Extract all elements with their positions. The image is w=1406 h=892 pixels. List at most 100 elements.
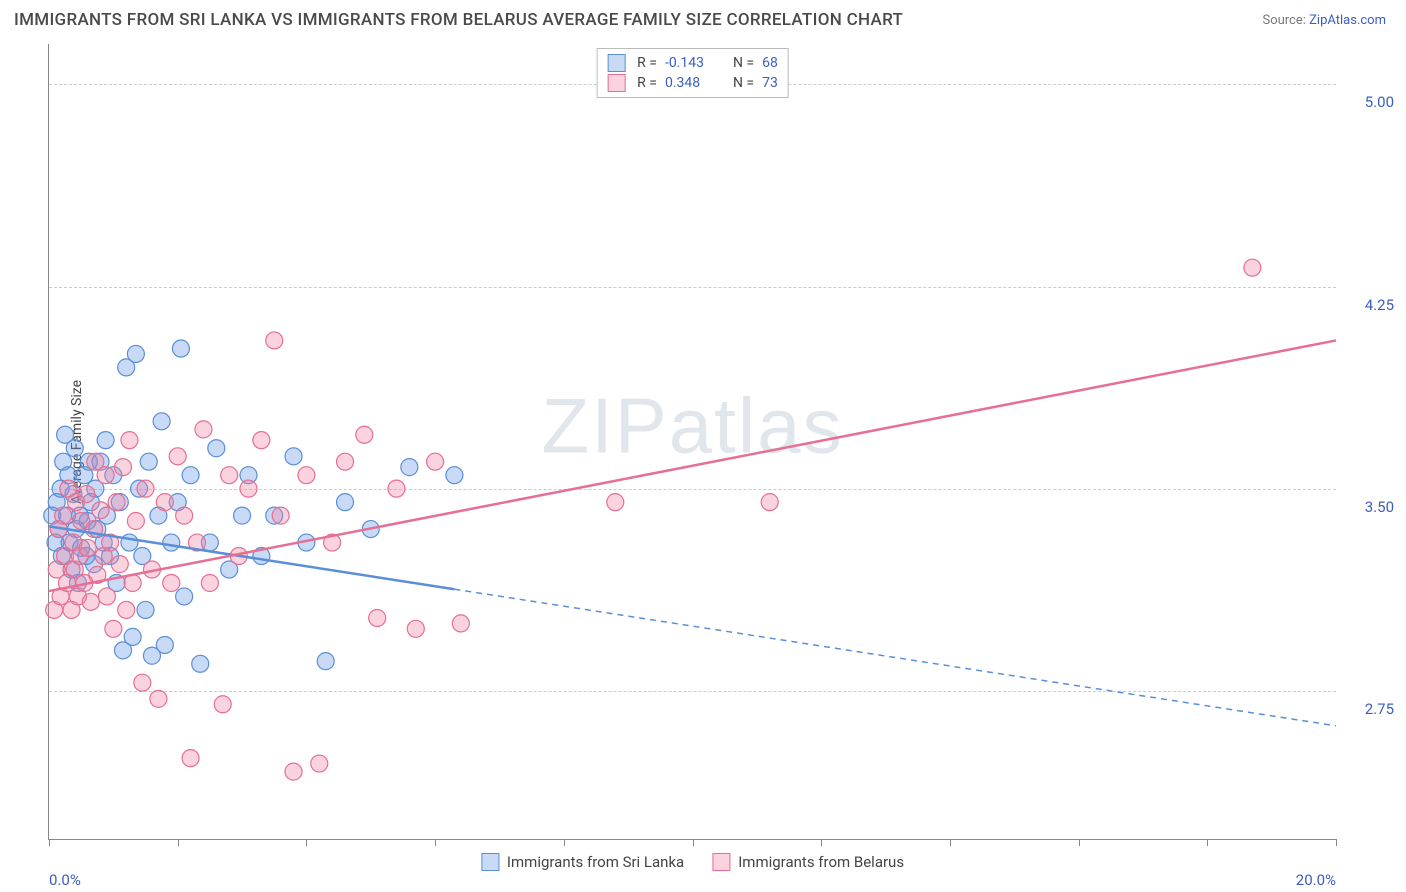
data-point-belarus bbox=[98, 588, 115, 605]
legend-swatch-sri_lanka bbox=[481, 853, 499, 871]
r-value-sri_lanka: -0.143 bbox=[665, 55, 717, 71]
trendline-belarus bbox=[49, 340, 1336, 591]
data-point-belarus bbox=[369, 610, 386, 627]
r-value-belarus: 0.348 bbox=[665, 75, 717, 91]
n-label: N = bbox=[733, 75, 754, 91]
legend-swatch-belarus bbox=[607, 74, 625, 92]
legend-item-belarus: Immigrants from Belarus bbox=[712, 853, 904, 871]
x-tick bbox=[435, 839, 436, 846]
y-tick-label: 2.75 bbox=[1365, 700, 1394, 718]
data-point-belarus bbox=[92, 502, 109, 519]
data-point-belarus bbox=[240, 480, 257, 497]
data-point-belarus bbox=[55, 507, 72, 524]
data-point-belarus bbox=[105, 620, 122, 637]
x-max-label: 20.0% bbox=[1296, 871, 1336, 889]
data-point-sri_lanka bbox=[163, 534, 180, 551]
n-value-sri_lanka: 68 bbox=[762, 55, 778, 71]
n-value-belarus: 73 bbox=[762, 75, 778, 91]
data-point-belarus bbox=[201, 574, 218, 591]
data-point-belarus bbox=[266, 332, 283, 349]
x-min-label: 0.0% bbox=[49, 871, 81, 889]
legend-stat-row-belarus: R = 0.348 N = 73 bbox=[607, 73, 778, 93]
data-point-belarus bbox=[407, 620, 424, 637]
r-label: R = bbox=[637, 55, 657, 71]
data-point-belarus bbox=[1244, 259, 1261, 276]
data-point-sri_lanka bbox=[153, 413, 170, 430]
data-point-sri_lanka bbox=[156, 636, 173, 653]
data-point-sri_lanka bbox=[317, 653, 334, 670]
y-tick-label: 4.25 bbox=[1365, 296, 1394, 314]
chart-title: IMMIGRANTS FROM SRI LANKA VS IMMIGRANTS … bbox=[14, 10, 903, 30]
x-tick bbox=[1207, 839, 1208, 846]
data-point-sri_lanka bbox=[124, 628, 141, 645]
x-tick bbox=[950, 839, 951, 846]
legend-label-belarus: Immigrants from Belarus bbox=[738, 853, 904, 871]
series-legend: Immigrants from Sri Lanka Immigrants fro… bbox=[481, 853, 904, 871]
data-point-belarus bbox=[127, 513, 144, 530]
data-point-belarus bbox=[169, 448, 186, 465]
data-point-belarus bbox=[311, 755, 328, 772]
trendline-ext-sri_lanka bbox=[454, 589, 1336, 726]
data-point-belarus bbox=[427, 453, 444, 470]
x-tick bbox=[693, 839, 694, 846]
data-point-sri_lanka bbox=[172, 340, 189, 357]
scatter-plot bbox=[49, 44, 1336, 839]
data-point-sri_lanka bbox=[192, 655, 209, 672]
x-tick bbox=[821, 839, 822, 846]
legend-swatch-sri_lanka bbox=[607, 54, 625, 72]
data-point-sri_lanka bbox=[337, 494, 354, 511]
data-point-belarus bbox=[452, 615, 469, 632]
legend-swatch-belarus bbox=[712, 853, 730, 871]
data-point-belarus bbox=[118, 601, 135, 618]
data-point-belarus bbox=[163, 574, 180, 591]
data-point-belarus bbox=[121, 432, 138, 449]
x-tick bbox=[1079, 839, 1080, 846]
data-point-belarus bbox=[214, 696, 231, 713]
data-point-belarus bbox=[79, 539, 96, 556]
data-point-sri_lanka bbox=[234, 507, 251, 524]
data-point-sri_lanka bbox=[208, 440, 225, 457]
data-point-sri_lanka bbox=[182, 467, 199, 484]
data-point-belarus bbox=[356, 426, 373, 443]
data-point-belarus bbox=[115, 459, 132, 476]
y-tick-label: 5.00 bbox=[1365, 93, 1394, 111]
data-point-belarus bbox=[195, 421, 212, 438]
data-point-sri_lanka bbox=[127, 345, 144, 362]
data-point-belarus bbox=[607, 494, 624, 511]
data-point-belarus bbox=[298, 467, 315, 484]
legend-item-sri_lanka: Immigrants from Sri Lanka bbox=[481, 853, 684, 871]
data-point-belarus bbox=[253, 432, 270, 449]
data-point-belarus bbox=[337, 453, 354, 470]
correlation-legend: R = -0.143 N = 68 R = 0.348 N = 73 bbox=[596, 48, 789, 98]
data-point-belarus bbox=[78, 486, 95, 503]
x-tick bbox=[306, 839, 307, 846]
r-label: R = bbox=[637, 75, 657, 91]
data-point-belarus bbox=[761, 494, 778, 511]
data-point-sri_lanka bbox=[140, 453, 157, 470]
data-point-sri_lanka bbox=[97, 432, 114, 449]
data-point-belarus bbox=[182, 750, 199, 767]
x-tick bbox=[178, 839, 179, 846]
n-label: N = bbox=[733, 55, 754, 71]
data-point-belarus bbox=[108, 494, 125, 511]
data-point-sri_lanka bbox=[137, 601, 154, 618]
data-point-belarus bbox=[97, 467, 114, 484]
y-tick-label: 3.50 bbox=[1365, 498, 1394, 516]
data-point-belarus bbox=[221, 467, 238, 484]
x-tick bbox=[564, 839, 565, 846]
x-tick bbox=[49, 839, 50, 846]
chart-area: Average Family Size ZIPatlas R = -0.143 … bbox=[48, 44, 1336, 840]
data-point-sri_lanka bbox=[285, 448, 302, 465]
legend-stat-row-sri_lanka: R = -0.143 N = 68 bbox=[607, 53, 778, 73]
data-point-belarus bbox=[176, 507, 193, 524]
legend-label-sri_lanka: Immigrants from Sri Lanka bbox=[507, 853, 684, 871]
data-point-sri_lanka bbox=[401, 459, 418, 476]
data-point-belarus bbox=[134, 674, 151, 691]
data-point-sri_lanka bbox=[121, 534, 138, 551]
source-link[interactable]: ZipAtlas.com bbox=[1309, 13, 1386, 28]
data-point-belarus bbox=[285, 763, 302, 780]
data-point-belarus bbox=[137, 480, 154, 497]
data-point-sri_lanka bbox=[66, 440, 83, 457]
data-point-sri_lanka bbox=[446, 467, 463, 484]
source-attribution: Source: ZipAtlas.com bbox=[1262, 13, 1386, 28]
